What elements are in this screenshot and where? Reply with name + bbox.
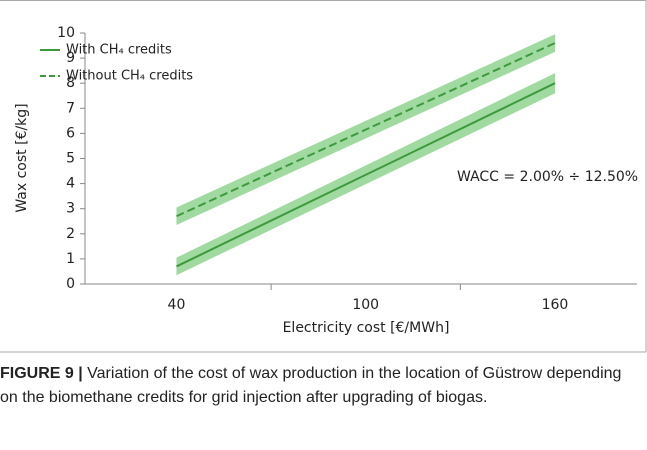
y-tick-label: 10 [57, 25, 75, 41]
line [176, 42, 556, 218]
annotation: WACC = 2.00% ÷ 12.50% [457, 169, 638, 185]
x-tick-label: 40 [168, 297, 186, 313]
y-tick-label: 7 [66, 100, 75, 116]
x-tick-label: 100 [352, 297, 379, 313]
x-tick-label: 160 [542, 297, 569, 313]
y-tick-label: 0 [66, 276, 75, 292]
y-tick-label: 4 [66, 176, 75, 192]
y-tick-label: 6 [66, 125, 75, 141]
y-tick-label: 8 [66, 75, 75, 91]
y-tick-label: 1 [66, 251, 75, 267]
y-tick-label: 9 [66, 50, 75, 66]
y-axis-label: Wax cost [€/kg] [14, 103, 30, 212]
x-axis-label: Electricity cost [€/MWh] [283, 320, 450, 336]
caption: FIGURE 9 | Variation of the cost of wax … [0, 362, 630, 410]
caption-text: Variation of the cost of wax production … [0, 365, 622, 406]
chart: Electricity cost [€/MWh] Wax cost [€/kg]… [0, 0, 647, 353]
y-tick-label: 5 [66, 151, 75, 167]
legend-label: With CH₄ credits [66, 43, 172, 58]
y-tick-label: 2 [66, 226, 75, 242]
y-tick-label: 3 [66, 201, 75, 217]
caption-label: FIGURE 9 | [0, 365, 83, 382]
legend-label: Without CH₄ credits [66, 69, 193, 84]
line [176, 82, 556, 268]
